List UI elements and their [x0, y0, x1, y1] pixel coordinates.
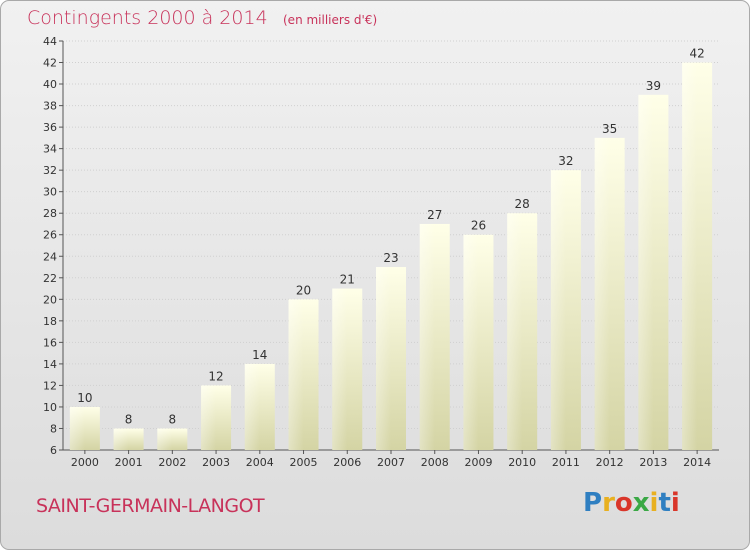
data-label-2012: 35	[602, 122, 617, 136]
x-tick-label-2009: 2009	[464, 456, 492, 469]
bar-highlight	[376, 267, 391, 450]
x-tick-label-2008: 2008	[421, 456, 449, 469]
x-tick-label-2011: 2011	[552, 456, 580, 469]
y-tick-label: 42	[43, 57, 57, 70]
x-tick-label-2007: 2007	[377, 456, 405, 469]
data-label-2010: 28	[515, 197, 530, 211]
y-tick-label: 10	[43, 401, 57, 414]
y-tick-label: 6	[50, 444, 57, 457]
bar-highlight	[244, 363, 260, 450]
bar-highlight	[594, 137, 610, 451]
logo-letter: i	[649, 488, 659, 518]
y-tick-label: 16	[43, 336, 57, 349]
x-tick-label-2002: 2002	[158, 456, 186, 469]
x-tick-label-2004: 2004	[246, 456, 274, 469]
bar-highlight	[332, 288, 348, 450]
y-tick-label: 24	[43, 250, 57, 263]
x-tick-label-2012: 2012	[596, 456, 624, 469]
x-tick-label-2005: 2005	[290, 456, 318, 469]
data-label-2001: 8	[125, 412, 133, 426]
bar-highlight	[638, 94, 654, 450]
y-tick-label: 44	[43, 35, 57, 48]
bar-highlight	[288, 299, 304, 450]
y-tick-label: 14	[43, 358, 57, 371]
logo-letter: t	[658, 488, 671, 518]
y-tick-label: 28	[43, 207, 57, 220]
proxiti-logo: Proxiti	[583, 488, 680, 518]
bar-highlight	[419, 223, 435, 450]
data-label-2011: 32	[558, 154, 573, 168]
logo-letter: r	[602, 488, 615, 518]
y-tick-label: 36	[43, 121, 57, 134]
bar-highlight	[69, 406, 85, 450]
y-tick-label: 26	[43, 229, 57, 242]
data-label-2014: 42	[689, 47, 704, 61]
data-label-2003: 12	[208, 369, 223, 383]
bar-highlight	[113, 428, 129, 450]
x-tick-label-2006: 2006	[333, 456, 361, 469]
y-tick-label: 40	[43, 78, 57, 91]
data-label-2006: 21	[340, 273, 355, 287]
logo-letter: P	[583, 488, 603, 518]
logo-letter: o	[614, 488, 633, 518]
bar-highlight	[682, 62, 698, 451]
chart-title: Contingents 2000 à 2014	[27, 7, 268, 29]
bar-highlight	[507, 213, 523, 450]
x-tick-label-2003: 2003	[202, 456, 230, 469]
bar-highlight	[157, 428, 173, 450]
y-tick-label: 30	[43, 186, 57, 199]
chart-subtitle: (en milliers d'€)	[283, 13, 378, 27]
x-tick-label-2000: 2000	[71, 456, 99, 469]
x-tick-label-2001: 2001	[115, 456, 143, 469]
logo-letter: i	[670, 488, 680, 518]
logo-letter: x	[632, 488, 650, 518]
data-label-2000: 10	[77, 391, 92, 405]
data-label-2007: 23	[383, 251, 398, 265]
data-label-2013: 39	[646, 79, 661, 93]
y-tick-label: 32	[43, 164, 57, 177]
y-tick-label: 12	[43, 379, 57, 392]
x-tick-label-2010: 2010	[508, 456, 536, 469]
data-label-2002: 8	[169, 412, 177, 426]
bar-highlight	[201, 385, 217, 450]
x-tick-label-2014: 2014	[683, 456, 711, 469]
y-tick-label: 20	[43, 293, 57, 306]
y-tick-label: 38	[43, 100, 57, 113]
y-tick-label: 22	[43, 272, 57, 285]
y-tick-label: 18	[43, 315, 57, 328]
commune-name: SAINT-GERMAIN-LANGOT	[36, 495, 265, 517]
data-label-2009: 26	[471, 219, 486, 233]
x-tick-label-2013: 2013	[639, 456, 667, 469]
bar-highlight	[463, 234, 479, 450]
bar-highlight	[550, 170, 566, 450]
y-tick-label: 8	[50, 422, 57, 435]
data-label-2008: 27	[427, 208, 442, 222]
data-label-2005: 20	[296, 283, 311, 297]
data-label-2004: 14	[252, 348, 267, 362]
y-tick-label: 34	[43, 143, 57, 156]
